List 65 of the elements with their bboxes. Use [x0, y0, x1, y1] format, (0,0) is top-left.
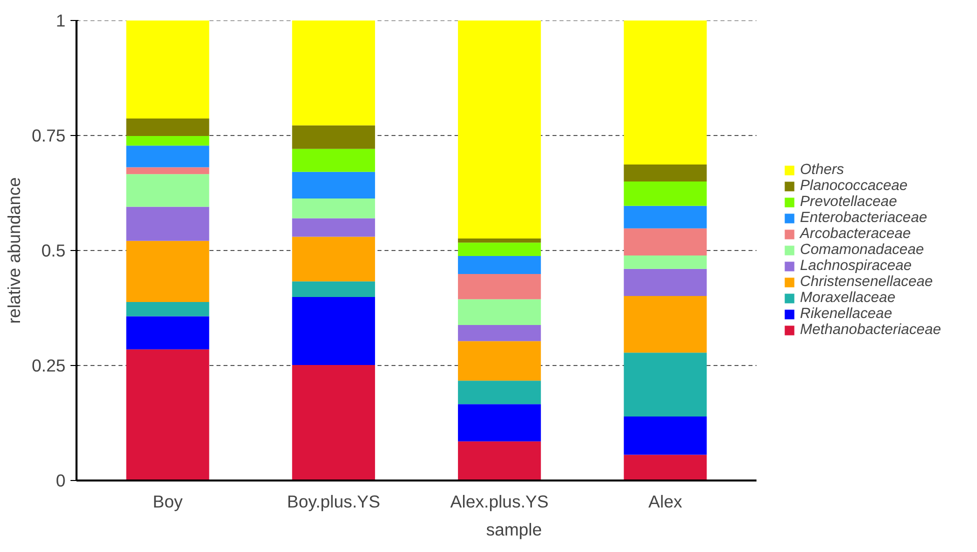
bar: [126, 136, 210, 146]
bar: [624, 228, 707, 256]
bar: [458, 256, 541, 274]
legend-label: Moraxellaceae: [800, 290, 896, 306]
bar: [458, 20, 541, 239]
x-axis-title: sample: [486, 520, 542, 540]
legend-label: Arcobacteraceae: [800, 226, 911, 242]
bar: [624, 164, 707, 182]
bar: [458, 242, 541, 256]
bar: [126, 118, 210, 136]
bar: [624, 454, 707, 480]
bar: [292, 236, 376, 282]
bar: [624, 256, 707, 269]
bar: [458, 238, 541, 243]
bar: [624, 268, 707, 296]
bar: [292, 148, 376, 172]
x-tick-label: Boy.plus.YS: [287, 492, 380, 512]
bar: [126, 349, 210, 480]
bar: [126, 206, 210, 241]
bar: [126, 174, 210, 207]
legend-label: Comamonadaceae: [800, 242, 924, 258]
y-tick-label: 0: [56, 470, 66, 490]
bar: [624, 206, 707, 228]
bar: [292, 172, 376, 199]
bar: [292, 365, 376, 480]
bar: [458, 404, 541, 442]
bar: [292, 125, 376, 149]
y-tick-label: 0.5: [41, 240, 66, 260]
bar: [458, 274, 541, 300]
bar: [624, 352, 707, 417]
bar: [126, 302, 210, 316]
bar: [458, 341, 541, 381]
bar: [292, 20, 376, 126]
bar: [624, 182, 707, 206]
bar: [292, 218, 376, 237]
bar: [458, 299, 541, 326]
bar: [458, 380, 541, 404]
legend-label: Rikenellaceae: [800, 306, 892, 322]
y-axis-title: relative abundance: [4, 177, 24, 324]
y-tick-label: 0.25: [32, 356, 66, 376]
y-tick-label: 1: [56, 10, 66, 30]
bar: [126, 146, 210, 168]
x-tick-label: Alex: [648, 492, 682, 512]
legend-label: Others: [800, 162, 844, 178]
bar: [458, 441, 541, 480]
bar: [292, 198, 376, 218]
bar: [292, 296, 376, 366]
bar: [126, 20, 210, 118]
legend-label: Enterobacteriaceae: [800, 210, 928, 226]
legend-label: Planococcaceae: [800, 178, 908, 194]
bar: [624, 416, 707, 455]
legend-label: Lachnospiraceae: [800, 258, 912, 274]
bar: [292, 281, 376, 297]
legend-label: Prevotellaceae: [800, 194, 897, 210]
bar: [458, 325, 541, 342]
bar: [126, 316, 210, 350]
x-tick-label: Alex.plus.YS: [450, 492, 549, 512]
bar: [624, 20, 707, 164]
bar: [624, 296, 707, 353]
legend-label: Methanobacteriaceae: [800, 322, 941, 338]
bar: [126, 167, 210, 174]
bar: [126, 240, 210, 302]
x-tick-label: Boy: [152, 492, 183, 512]
y-tick-label: 0.75: [32, 126, 66, 146]
legend-label: Christensenellaceae: [800, 274, 933, 290]
